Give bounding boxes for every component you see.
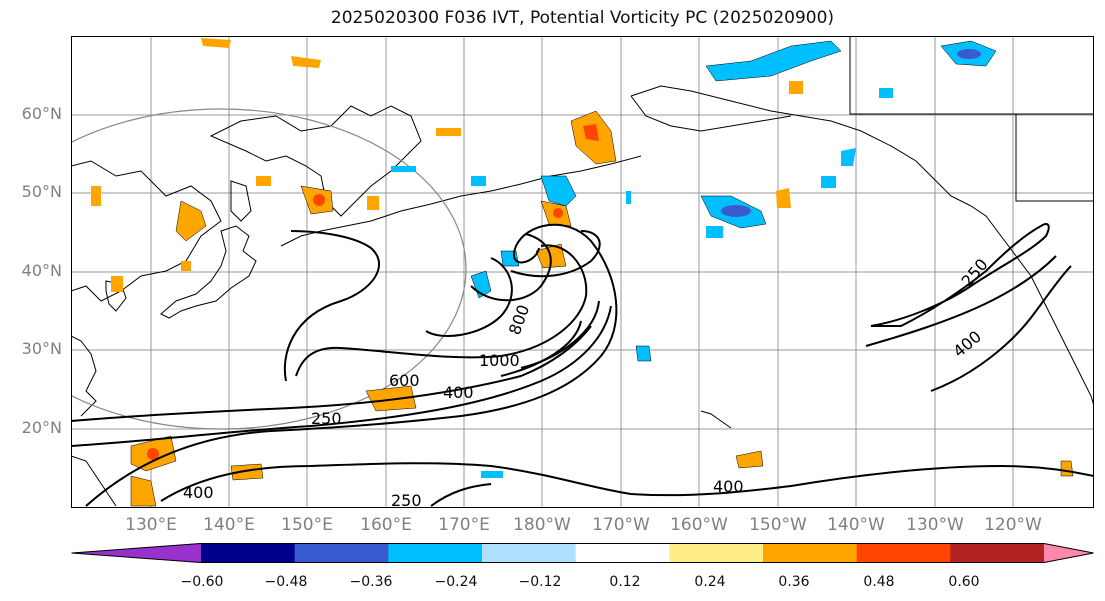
colorbar-tick-4: −0.24 <box>434 574 478 590</box>
colorbar-tick-6: 0.12 <box>609 574 641 590</box>
pv-positive-areas <box>91 38 1074 507</box>
lon-label-170w: 170°W <box>592 515 650 535</box>
lat-label-50n: 50°N <box>21 182 62 201</box>
map-title: 2025020300 F036 IVT, Potential Vorticity… <box>330 8 835 28</box>
lon-label-160e: 160°E <box>360 515 412 535</box>
lat-label-40n: 40°N <box>21 261 62 280</box>
colorbar-segment <box>763 543 858 563</box>
map-border <box>71 36 1094 508</box>
colorbar <box>71 543 1094 563</box>
colorbar-tick-7: 0.24 <box>694 574 726 590</box>
contour-label-1000: 1000 <box>479 351 520 370</box>
colorbar-extend-high <box>1044 543 1094 563</box>
contour-label-400-se: 400 <box>713 477 744 496</box>
colorbar-segment <box>575 543 670 563</box>
contour-label-400: 400 <box>443 383 474 402</box>
lon-label-130w: 130°W <box>906 515 964 535</box>
lon-label-150w: 150°W <box>749 515 807 535</box>
lon-label-170e: 170°E <box>438 515 490 535</box>
colorbar-tick-3: −0.36 <box>349 574 393 590</box>
lat-label-20n: 20°N <box>21 418 62 437</box>
coastlines <box>70 36 1095 507</box>
lon-label-160w: 160°W <box>670 515 728 535</box>
contour-label-250: 250 <box>311 409 342 428</box>
lat-label-60n: 60°N <box>21 104 62 123</box>
colorbar-tick-2: −0.48 <box>264 574 308 590</box>
colorbar-segment <box>294 543 389 563</box>
colorbar-segment <box>201 543 296 563</box>
lon-label-140e: 140°E <box>203 515 255 535</box>
lon-label-150e: 150°E <box>281 515 333 535</box>
lat-label-30n: 30°N <box>21 339 62 358</box>
ivt-contours <box>70 223 1095 507</box>
colorbar-segment <box>856 543 951 563</box>
contour-label-600: 600 <box>389 371 420 390</box>
lon-label-120w: 120°W <box>984 515 1042 535</box>
contour-label-250-s: 250 <box>391 491 422 508</box>
colorbar-segment <box>669 543 764 563</box>
colorbar-segment <box>950 543 1045 563</box>
lon-label-140w: 140°W <box>827 515 885 535</box>
colorbar-segments <box>71 543 1094 563</box>
map-svg: 250 400 600 1000 800 400 250 400 250 400 <box>0 36 1095 510</box>
colorbar-extend-low <box>71 543 201 563</box>
colorbar-tick-5: −0.12 <box>518 574 562 590</box>
colorbar-tick-8: 0.36 <box>778 574 810 590</box>
colorbar-tick-10: 0.60 <box>948 574 980 590</box>
colorbar-tick-9: 0.48 <box>863 574 895 590</box>
colorbar-segment <box>482 543 577 563</box>
map-panel: 250 400 600 1000 800 400 250 400 250 400 <box>0 36 1095 510</box>
lon-label-180w: 180°W <box>513 515 571 535</box>
reference-circle <box>0 108 467 430</box>
colorbar-segment <box>388 543 483 563</box>
contour-labels: 250 400 600 1000 800 400 250 400 250 400 <box>183 255 992 510</box>
lon-label-130e: 130°E <box>125 515 177 535</box>
pv-negative-areas <box>391 40 997 478</box>
contour-label-400-sw: 400 <box>183 483 214 502</box>
colorbar-tick-1: −0.60 <box>180 574 224 590</box>
